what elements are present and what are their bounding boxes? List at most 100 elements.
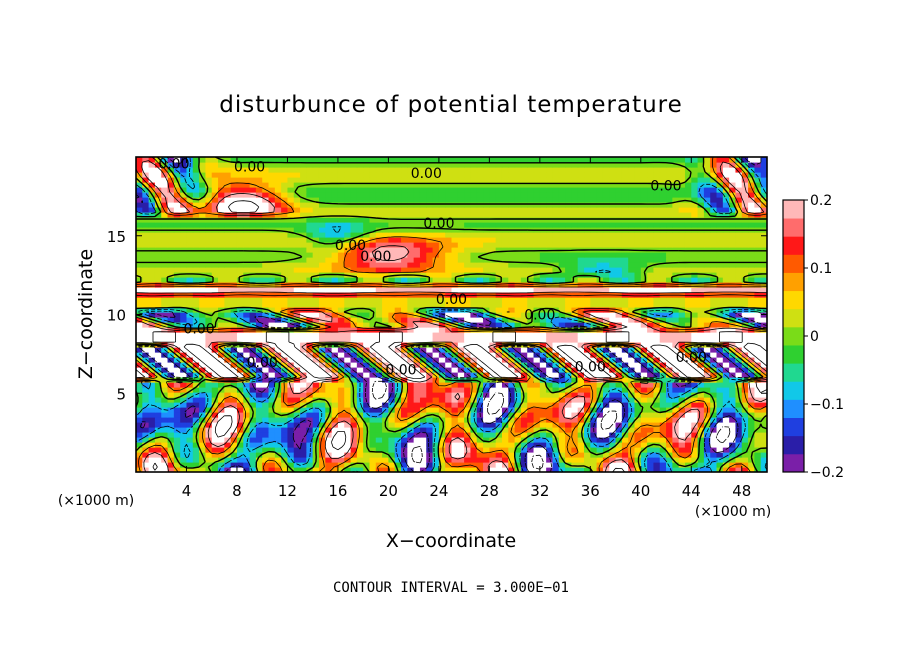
heatmap-cell	[514, 247, 522, 253]
heatmap-cell	[230, 282, 238, 288]
heatmap-cell	[508, 357, 516, 363]
heatmap-cell	[255, 402, 263, 408]
heatmap-cell	[672, 317, 680, 323]
heatmap-cell	[401, 332, 408, 338]
heatmap-cell	[653, 447, 661, 453]
heatmap-cell	[394, 252, 402, 258]
heatmap-cell	[350, 327, 358, 333]
heatmap-cell	[154, 242, 162, 248]
heatmap-cell	[161, 357, 169, 363]
heatmap-cell	[741, 417, 749, 423]
heatmap-cell	[476, 317, 484, 323]
heatmap-cell	[722, 277, 730, 283]
heatmap-cell	[218, 337, 225, 343]
heatmap-cell	[293, 307, 301, 313]
heatmap-cell	[684, 257, 692, 263]
heatmap-cell	[413, 247, 421, 253]
heatmap-cell	[653, 302, 661, 308]
heatmap-cell	[249, 397, 257, 403]
heatmap-cell	[173, 327, 181, 333]
heatmap-cell	[697, 302, 705, 308]
heatmap-cell	[249, 462, 257, 468]
heatmap-cell	[375, 452, 383, 458]
heatmap-cell	[602, 307, 610, 313]
heatmap-cell	[413, 432, 421, 438]
heatmap-cell	[186, 437, 194, 443]
heatmap-cell	[218, 262, 225, 268]
heatmap-cell	[350, 277, 358, 283]
heatmap-cell	[552, 407, 560, 413]
heatmap-cell	[678, 322, 686, 328]
heatmap-cell	[388, 322, 396, 328]
heatmap-cell	[678, 417, 686, 423]
heatmap-cell	[199, 427, 207, 433]
heatmap-cell	[634, 452, 642, 458]
heatmap-cell	[199, 292, 207, 298]
heatmap-cell	[520, 312, 528, 318]
heatmap-cell	[760, 232, 767, 238]
heatmap-cell	[615, 322, 623, 328]
heatmap-cell	[697, 332, 705, 338]
heatmap-cell	[640, 257, 648, 263]
heatmap-cell	[457, 297, 465, 303]
heatmap-cell	[224, 417, 232, 423]
heatmap-cell	[401, 237, 408, 243]
heatmap-cell	[180, 452, 188, 458]
heatmap-cell	[300, 227, 307, 233]
heatmap-cell	[539, 437, 547, 443]
heatmap-cell	[274, 457, 282, 463]
heatmap-cell	[318, 467, 326, 472]
heatmap-cell	[634, 387, 642, 393]
heatmap-cell	[350, 347, 358, 353]
heatmap-cell	[407, 267, 415, 273]
heatmap-cell	[192, 407, 200, 413]
heatmap-cell	[659, 407, 667, 413]
heatmap-cell	[262, 377, 270, 383]
heatmap-cell	[565, 297, 572, 303]
heatmap-cell	[154, 292, 162, 298]
heatmap-cell	[729, 257, 737, 263]
heatmap-cell	[691, 462, 699, 468]
heatmap-cell	[401, 292, 408, 298]
heatmap-cell	[419, 427, 427, 433]
heatmap-cell	[558, 432, 566, 438]
heatmap-cell	[508, 332, 516, 338]
heatmap-cell	[382, 232, 389, 238]
heatmap-cell	[281, 402, 289, 408]
heatmap-cell	[199, 357, 207, 363]
heatmap-cell	[602, 287, 610, 293]
heatmap-cell	[243, 287, 251, 293]
heatmap-cell	[293, 412, 301, 418]
heatmap-cell	[268, 232, 276, 238]
heatmap-cell	[653, 372, 661, 378]
heatmap-cell	[363, 312, 371, 318]
heatmap-cell	[161, 352, 169, 358]
heatmap-cell	[382, 292, 389, 298]
heatmap-cell	[527, 442, 535, 448]
heatmap-cell	[230, 257, 238, 263]
heatmap-cell	[192, 367, 200, 373]
heatmap-cell	[590, 272, 598, 278]
heatmap-cell	[584, 312, 591, 318]
heatmap-cell	[154, 432, 162, 438]
heatmap-cell	[527, 332, 535, 338]
heatmap-cell	[691, 412, 699, 418]
heatmap-cell	[584, 242, 591, 248]
heatmap-cell	[741, 412, 749, 418]
heatmap-cell	[356, 372, 364, 378]
heatmap-cell	[621, 352, 629, 358]
heatmap-cell	[337, 387, 345, 393]
heatmap-cell	[483, 432, 490, 438]
heatmap-cell	[249, 262, 257, 268]
heatmap-cell	[325, 317, 333, 323]
heatmap-cell	[136, 272, 143, 278]
heatmap-cell	[508, 257, 516, 263]
heatmap-cell	[394, 402, 402, 408]
heatmap-cell	[514, 462, 522, 468]
heatmap-cell	[760, 297, 767, 303]
heatmap-cell	[659, 277, 667, 283]
heatmap-cell	[722, 352, 730, 358]
heatmap-cell	[312, 342, 320, 348]
heatmap-cell	[281, 252, 289, 258]
heatmap-cell	[520, 347, 528, 353]
